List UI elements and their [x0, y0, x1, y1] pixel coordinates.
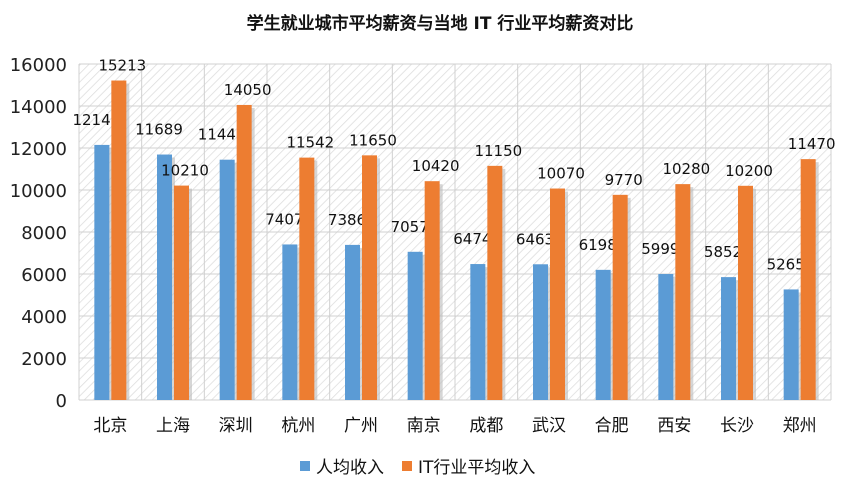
bar-it-income [738, 185, 753, 400]
data-label: 11150 [474, 142, 522, 160]
bar-income [407, 251, 423, 400]
y-tick-label: 8000 [21, 223, 67, 244]
chart-title: 学生就业城市平均薪资与当地 IT 行业平均薪资对比 [247, 13, 634, 34]
x-tick-label: 成都 [469, 416, 503, 436]
data-label: 10420 [412, 157, 460, 175]
data-label: 7057 [391, 218, 429, 236]
bar-it-income [800, 159, 816, 400]
y-tick-label: 4000 [21, 307, 67, 328]
bar-income [219, 159, 235, 400]
data-label: 7407 [265, 210, 303, 228]
bar-income [533, 264, 548, 400]
data-label: 10210 [161, 162, 209, 180]
x-tick-label: 杭州 [281, 416, 315, 436]
data-label: 7386 [328, 211, 366, 229]
data-label: 11650 [349, 131, 397, 149]
data-label: 11542 [286, 134, 334, 152]
bar-it-income [174, 185, 189, 400]
bar-income [470, 264, 486, 400]
x-tick-label: 北京 [93, 416, 127, 436]
data-label: 11443 [198, 126, 246, 144]
data-label: 6474 [453, 230, 491, 248]
data-label: 11470 [788, 135, 836, 153]
data-label: 10070 [537, 165, 585, 183]
data-label: 10200 [725, 162, 773, 180]
bar-it-income [487, 165, 503, 400]
data-label: 15213 [98, 57, 146, 75]
y-tick-label: 2000 [21, 349, 67, 370]
x-tick-label: 长沙 [720, 416, 754, 436]
x-tick-label: 郑州 [783, 416, 817, 436]
legend-label: 人均收入 [316, 458, 384, 478]
y-tick-label: 12000 [10, 139, 67, 160]
data-label: 9770 [605, 171, 643, 189]
bar-it-income [111, 80, 127, 400]
data-label: 6198 [579, 236, 617, 254]
x-tick-label: 合肥 [595, 416, 629, 436]
bar-income [345, 244, 360, 400]
x-tick-label: 上海 [156, 416, 190, 436]
legend-label: IT行业平均收入 [418, 458, 535, 478]
legend-swatch [300, 461, 310, 471]
data-label: 5999 [641, 240, 679, 258]
data-label: 5852 [704, 243, 742, 261]
data-label: 11689 [135, 121, 183, 139]
bar-it-income [299, 157, 315, 400]
y-tick-label: 6000 [21, 265, 67, 286]
legend-swatch [402, 461, 412, 471]
y-tick-label: 10000 [10, 181, 67, 202]
y-tick-label: 16000 [10, 55, 67, 76]
data-label: 14050 [224, 81, 272, 99]
x-tick-label: 广州 [344, 416, 378, 436]
x-tick-label: 深圳 [219, 416, 253, 436]
bar-income [282, 244, 298, 400]
y-tick-label: 0 [56, 391, 67, 412]
x-tick-label: 武汉 [532, 416, 566, 436]
data-label: 6463 [516, 230, 554, 248]
bar-income [157, 154, 172, 400]
data-label: 12147 [72, 111, 120, 129]
bar-it-income [612, 194, 628, 400]
bar-income [721, 277, 736, 400]
bar-it-income [362, 155, 377, 400]
data-label: 5265 [767, 255, 805, 273]
bar-income [595, 269, 611, 400]
x-tick-label: 西安 [657, 416, 691, 436]
bar-it-income [424, 181, 440, 400]
bar-income [658, 274, 674, 400]
bar-income [783, 289, 799, 400]
bar-income [94, 144, 110, 400]
bar-it-income [236, 104, 252, 400]
data-label: 10280 [662, 160, 710, 178]
y-tick-label: 14000 [10, 97, 67, 118]
x-tick-label: 南京 [407, 416, 441, 436]
bar-it-income [550, 188, 565, 400]
bar-it-income [675, 184, 691, 400]
